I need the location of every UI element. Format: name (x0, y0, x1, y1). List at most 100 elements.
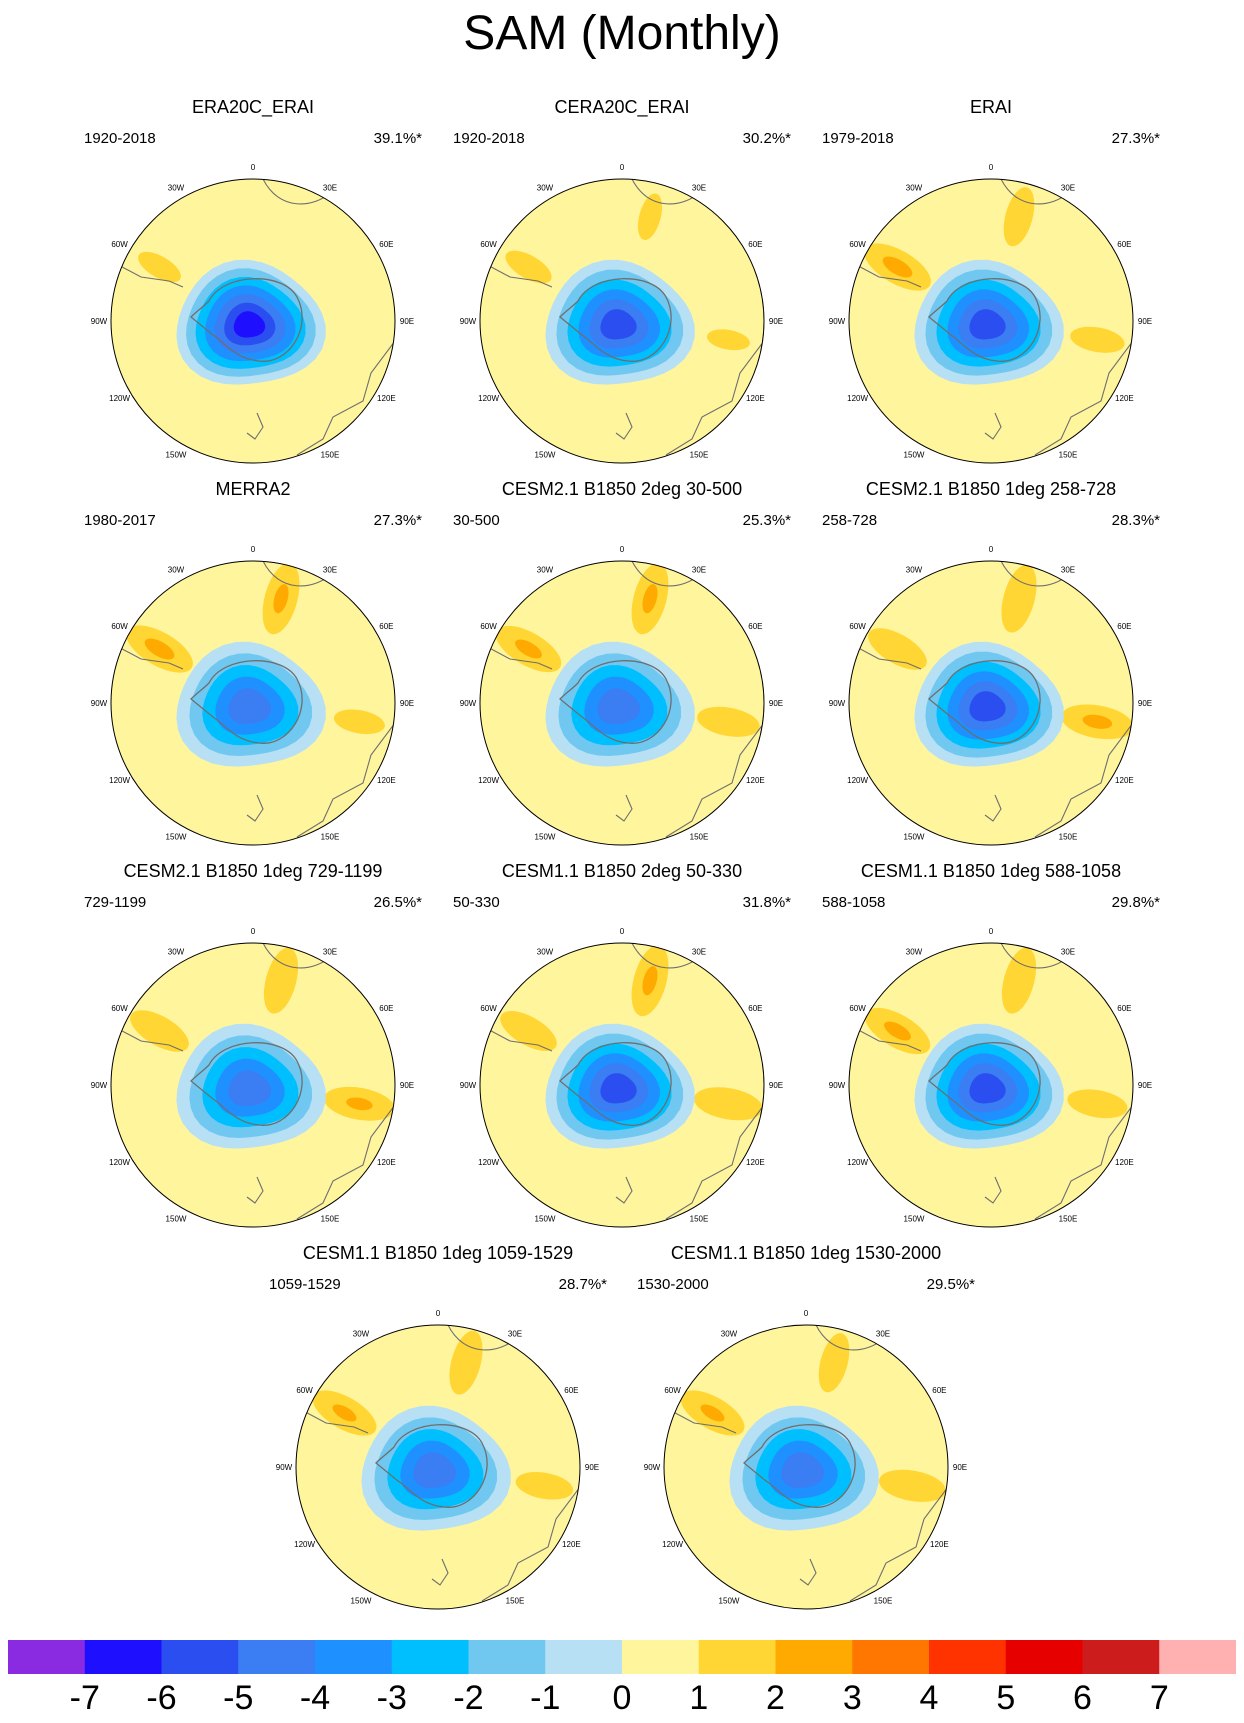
antarctica-coastline (190, 660, 303, 744)
panel-title: CESM1.1 B1850 2deg 50-330 (501, 861, 743, 881)
longitude-label: 120E (746, 394, 765, 403)
positive-anomaly-contour (273, 584, 289, 614)
polar-map: 030E60E90E120E150E180150W120W90W60W30W (276, 1309, 599, 1610)
south-america-coastline (111, 1024, 184, 1052)
longitude-label: 0 (989, 927, 994, 936)
colorbar-swatch (238, 1640, 316, 1674)
positive-anomaly-contour (251, 179, 311, 274)
south-america-coastline (111, 642, 184, 670)
longitude-label: 150W (351, 1596, 372, 1605)
positive-anomaly-contour (263, 947, 299, 1014)
colorbar-tick-label: -1 (530, 1679, 561, 1717)
south-america-coastline (849, 642, 922, 670)
positive-anomaly-contour (1001, 564, 1037, 633)
longitude-label: 90W (276, 1463, 293, 1472)
map-border (663, 1324, 949, 1610)
colorbar-tick-label: -7 (69, 1679, 100, 1717)
longitude-label: 60W (849, 622, 866, 631)
antarctica-coastline (559, 660, 672, 744)
australia-coastline (665, 1104, 764, 1220)
panel-title: ERAI (969, 97, 1012, 117)
longitude-label: 30W (537, 184, 554, 193)
longitude-label: 30W (168, 948, 185, 957)
positive-anomaly-contour (515, 1472, 574, 1500)
colorbar-tick-label: -3 (376, 1679, 407, 1717)
colorbar-swatch (84, 1640, 162, 1674)
longitude-label: 60W (296, 1386, 313, 1395)
longitude-label: 0 (620, 163, 625, 172)
negative-anomaly-contour (233, 311, 266, 338)
longitude-label: 150E (1059, 832, 1078, 841)
polar-map: 030E60E90E120E150E180150W120W90W60W30W (829, 927, 1152, 1228)
longitude-label: 30W (168, 184, 185, 193)
longitude-label: 90E (585, 1463, 599, 1472)
panel-variance-explained: 29.5%* (926, 1276, 975, 1293)
longitude-label: 0 (251, 163, 256, 172)
positive-anomaly-contour (1001, 947, 1037, 1014)
longitude-label: 0 (436, 1309, 441, 1318)
colorbar-tick-label: -2 (453, 1679, 484, 1717)
australia-coastline (1034, 1104, 1133, 1220)
positive-anomaly-contour (144, 638, 175, 660)
longitude-label: 90W (91, 699, 108, 708)
new-zealand-coastline (984, 412, 1002, 440)
map-panel-erai: ERAI 1979-2018 27.3%* 0 30E 60E 90E 120E 150E… (806, 96, 1176, 466)
antarctica-coastline (928, 1042, 1041, 1126)
longitude-label: 0 (251, 927, 256, 936)
longitude-label: 90W (460, 699, 477, 708)
polar-map: 030E60E90E120E150E180150W120W90W60W30W (829, 545, 1152, 846)
antarctica-coastline (559, 1042, 672, 1126)
positive-anomaly-contour (642, 966, 658, 996)
negative-anomaly-contour (228, 688, 271, 724)
australia-coastline (481, 1486, 580, 1602)
colorbar-swatch (622, 1640, 700, 1674)
longitude-label: 150E (321, 1214, 340, 1223)
longitude-label: 150W (535, 1214, 556, 1223)
longitude-label: 120E (377, 776, 396, 785)
longitude-label: 150W (166, 832, 187, 841)
map-panel-cesm11-2deg-50-330: CESM1.1 B1850 2deg 50-330 50-330 31.8%* … (437, 860, 807, 1230)
positive-anomaly-contour (700, 1404, 725, 1422)
longitude-label: 60E (1117, 240, 1131, 249)
australia-coastline (1034, 340, 1133, 456)
colorbar-tick-label: 3 (842, 1679, 862, 1717)
longitude-label: 150E (506, 1596, 525, 1605)
longitude-label: 60W (664, 1386, 681, 1395)
negative-anomaly-contour (597, 688, 640, 724)
colorbar-swatch (929, 1640, 1007, 1674)
australia-coastline (296, 722, 395, 838)
antarctica-coastline (928, 278, 1041, 362)
new-zealand-coastline (246, 412, 264, 440)
panel-title: CESM1.1 B1850 1deg 1059-1529 (302, 1243, 574, 1263)
negative-anomaly-contour (228, 1070, 271, 1106)
longitude-label: 60E (748, 1004, 762, 1013)
longitude-label: 120E (377, 394, 396, 403)
new-zealand-coastline (615, 794, 633, 822)
map-border (110, 942, 396, 1228)
longitude-label: 30E (323, 184, 337, 193)
longitude-label: 150E (321, 450, 340, 459)
longitude-label: 150W (535, 450, 556, 459)
colorbar-swatch (1005, 1640, 1083, 1674)
negative-anomaly-contour (600, 1073, 637, 1104)
longitude-label: 90E (400, 1081, 414, 1090)
longitude-label: 150W (904, 1214, 925, 1223)
positive-anomaly-contour (882, 256, 913, 278)
positive-anomaly-contour (1082, 714, 1113, 729)
panel-period: 50-330 (453, 894, 500, 911)
south-america-coastline (480, 642, 553, 670)
longitude-label: 30W (537, 566, 554, 575)
new-zealand-coastline (246, 794, 264, 822)
polar-map: 030E60E90E120E150E180150W120W90W60W30W (91, 163, 414, 464)
south-america-coastline (849, 260, 922, 288)
colorbar-swatch (698, 1640, 776, 1674)
longitude-label: 150W (904, 450, 925, 459)
panel-title: CESM1.1 B1850 1deg 588-1058 (860, 861, 1122, 881)
panel-period: 729-1199 (84, 894, 147, 911)
map-border (479, 560, 765, 846)
longitude-label: 60W (111, 1004, 128, 1013)
longitude-label: 60E (379, 622, 393, 631)
panel-title: CERA20C_ERAI (554, 97, 690, 117)
positive-anomaly-contour (706, 329, 750, 351)
longitude-label: 30W (906, 184, 923, 193)
